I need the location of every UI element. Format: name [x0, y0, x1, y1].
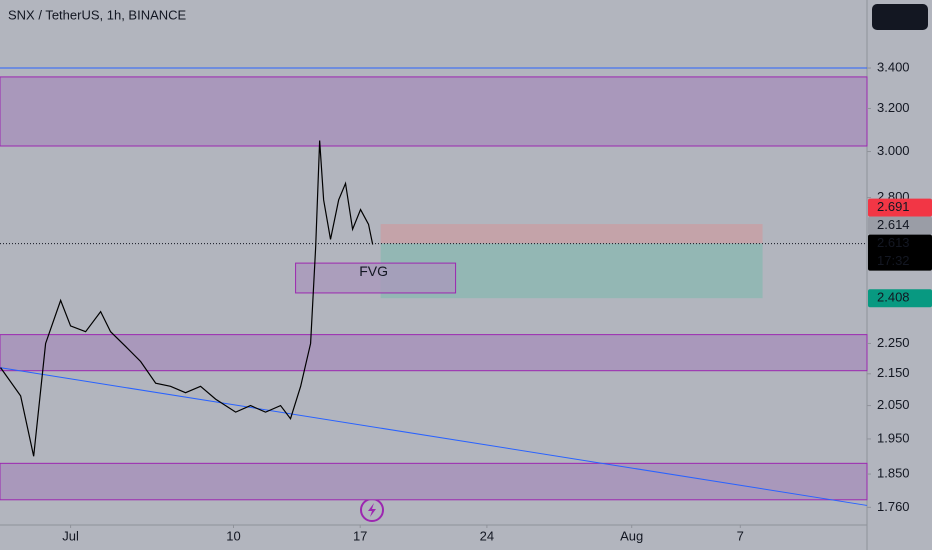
- zone: [0, 462, 868, 501]
- x-tick-label: 17: [353, 528, 367, 543]
- countdown-label: 17:32: [877, 253, 910, 268]
- y-tick-label: 1.850: [877, 465, 910, 480]
- y-tick-label: 3.200: [877, 100, 910, 115]
- y-tick-label: 1.760: [877, 499, 910, 514]
- x-tick-label: 7: [737, 528, 744, 543]
- zone: [0, 334, 868, 372]
- menu-button[interactable]: [872, 4, 928, 30]
- x-tick-label: Aug: [620, 528, 643, 543]
- trendline: [0, 367, 868, 506]
- price-label: 2.408: [877, 290, 910, 305]
- stop-zone: [380, 224, 763, 244]
- y-tick-label: 2.150: [877, 365, 910, 380]
- price-label-box: [868, 234, 932, 271]
- price-label-box: [868, 216, 932, 235]
- x-tick-label: 10: [226, 528, 240, 543]
- price-label: 2.691: [877, 199, 910, 214]
- price-label-box: [868, 289, 932, 308]
- y-tick-label: 3.000: [877, 143, 910, 158]
- fvg-label: FVG: [359, 263, 388, 279]
- price-label-box: [868, 198, 932, 217]
- fvg-box: [295, 262, 457, 294]
- price-label: 2.614: [877, 217, 910, 232]
- y-tick-label: 3.400: [877, 59, 910, 74]
- lightning-icon[interactable]: [360, 498, 384, 522]
- x-tick-label: Jul: [62, 528, 79, 543]
- zone: [0, 76, 868, 147]
- y-tick-label: 2.250: [877, 335, 910, 350]
- price-line: [0, 140, 374, 457]
- price-label: 2.613: [877, 235, 910, 250]
- y-tick-label: 2.050: [877, 397, 910, 412]
- y-tick-label: 1.950: [877, 430, 910, 445]
- x-tick-label: 24: [480, 528, 494, 543]
- chart-title: SNX / TetherUS, 1h, BINANCE: [8, 7, 187, 22]
